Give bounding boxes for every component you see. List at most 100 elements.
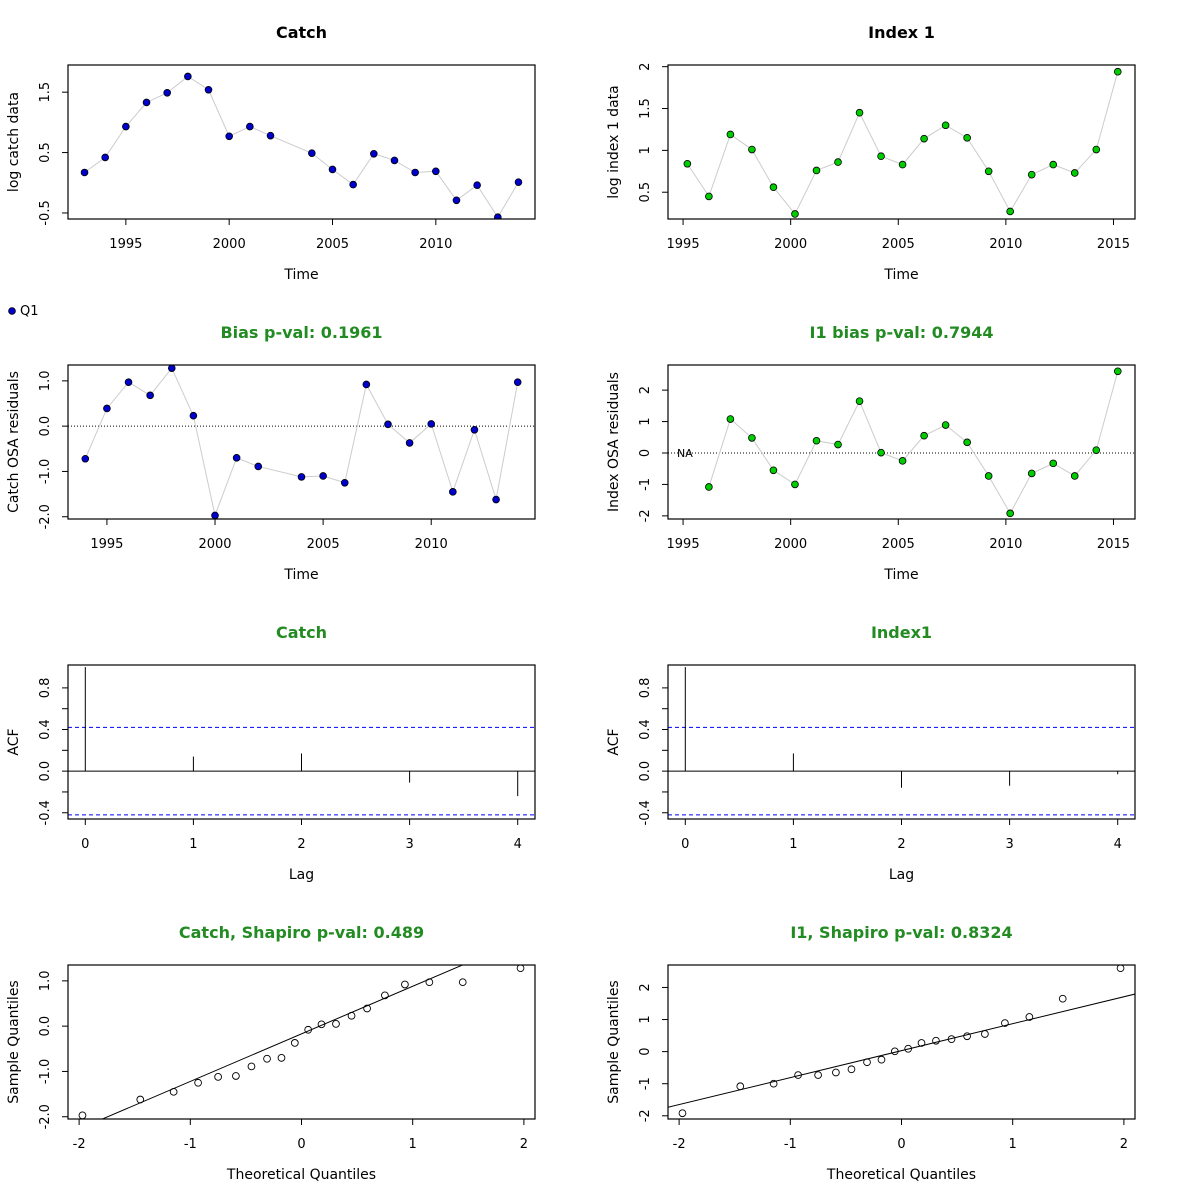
qq-point: [425, 978, 434, 987]
data-point: [791, 210, 799, 218]
data-point: [1049, 160, 1058, 169]
x-axis-label: Time: [283, 567, 318, 583]
y-tick-label: 0.5: [638, 182, 653, 203]
data-point: [124, 378, 133, 387]
data-point: [963, 134, 971, 142]
qq-reference-line: [101, 965, 464, 1119]
series-line: [84, 367, 519, 518]
data-point: [1006, 207, 1014, 216]
x-tick-label: 4: [1114, 837, 1122, 852]
data-point: [812, 436, 821, 445]
x-axis-label: Time: [883, 567, 918, 583]
data-point: [494, 213, 502, 219]
y-tick-label: 0.0: [38, 761, 53, 782]
x-axis-label: Theoretical Quantiles: [826, 1167, 976, 1183]
chart-panel-5: Catch Lag ACF 0 1 2 3 4 -0.4 0.0 0.4 0.8: [6, 623, 536, 883]
x-tick-label: 2: [897, 837, 905, 852]
qq-point: [277, 1054, 286, 1062]
data-point: [1113, 67, 1122, 76]
y-axis-label: log index 1 data: [606, 85, 622, 198]
qq-point: [317, 1020, 326, 1029]
data-point: [984, 167, 993, 176]
x-tick-label: 1995: [667, 537, 700, 552]
qq-point: [332, 1020, 340, 1028]
data-point: [146, 391, 154, 400]
y-tick-label: 0: [638, 1047, 653, 1055]
y-axis-label: Catch OSA residuals: [6, 371, 22, 513]
y-axis-label: Sample Quantiles: [6, 980, 22, 1103]
x-tick-label: 1995: [109, 237, 142, 252]
data-point: [748, 434, 756, 442]
data-point: [726, 130, 735, 139]
y-tick-label: -1.0: [38, 459, 53, 484]
na-label: NA: [677, 447, 693, 460]
data-point: [769, 466, 778, 475]
plot-frame: [667, 364, 1136, 520]
plot-data-layer: [78, 965, 525, 1119]
qq-point: [1025, 1013, 1034, 1021]
qq-point: [863, 1058, 871, 1067]
y-tick-label: 0.8: [638, 678, 653, 699]
data-point: [163, 88, 171, 97]
data-point: [80, 168, 89, 177]
x-tick-label: 1995: [90, 537, 123, 552]
chart-panel-8: I1, Shapiro p-val: 0.8324 Theoretical Qua…: [606, 923, 1136, 1183]
data-point: [204, 85, 213, 94]
x-tick-label: -2: [673, 1137, 686, 1152]
qq-point: [1001, 1019, 1009, 1027]
qq-point: [904, 1044, 913, 1053]
data-point: [705, 483, 713, 491]
qq-point: [814, 1071, 822, 1079]
data-point: [920, 134, 928, 143]
data-point: [941, 121, 950, 130]
data-point: [246, 122, 254, 131]
y-tick-label: 0.5: [38, 142, 53, 163]
chart-panel-6: Index1 Lag ACF 0 1 2 3 4 -0.4 0.0 0.4 0.8: [606, 623, 1136, 883]
qq-point: [232, 1072, 240, 1080]
plot-frame: [67, 664, 536, 820]
data-point: [411, 168, 419, 177]
data-point: [370, 149, 378, 158]
plot-data-layer: [68, 667, 535, 816]
y-tick-label: -1: [638, 1077, 653, 1090]
plot-data-layer: [683, 67, 1122, 218]
plot-data-layer: [80, 72, 523, 219]
x-tick-label: 2015: [1097, 237, 1130, 252]
x-tick-label: 2000: [774, 237, 807, 252]
data-point: [1006, 509, 1014, 518]
data-point: [769, 183, 778, 191]
x-axis-label: Lag: [289, 867, 314, 883]
data-point: [941, 421, 950, 429]
y-tick-label: -0.4: [638, 800, 653, 825]
data-point: [726, 415, 735, 423]
data-point: [81, 454, 90, 463]
y-tick-label: -0.4: [38, 800, 53, 825]
data-point: [384, 420, 392, 429]
data-point: [898, 457, 907, 465]
data-point: [877, 448, 885, 457]
x-tick-label: 2000: [774, 537, 807, 552]
x-tick-label: 3: [1005, 837, 1013, 852]
qq-point: [401, 980, 409, 989]
chart-panel-3: Bias p-val: 0.1961 Time Catch OSA residual…: [6, 323, 536, 583]
data-point: [513, 378, 522, 387]
data-point: [254, 462, 263, 471]
plot-frame: [667, 964, 1136, 1120]
y-axis-label: ACF: [606, 728, 622, 755]
y-tick-label: -2.0: [38, 1104, 53, 1129]
y-tick-label: 0.0: [38, 416, 53, 437]
data-point: [103, 404, 111, 413]
plot-frame: [67, 964, 536, 1120]
y-tick-label: -0.5: [38, 200, 53, 225]
x-tick-label: 2010: [419, 237, 452, 252]
data-point: [427, 420, 436, 428]
chart-title: Catch: [276, 23, 327, 42]
data-point: [184, 72, 192, 81]
data-point: [297, 473, 306, 481]
data-point: [705, 192, 713, 201]
qq-point: [963, 1032, 971, 1041]
data-point: [470, 425, 479, 434]
legend-marker: [8, 307, 16, 315]
